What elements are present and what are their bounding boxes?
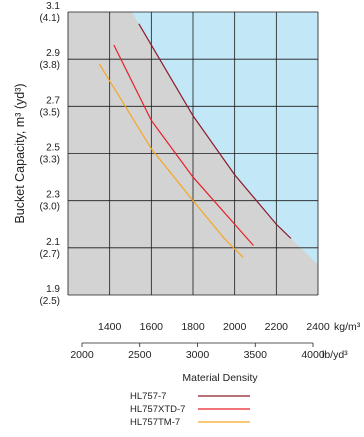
series-line-0 — [138, 23, 292, 239]
x-tick-label-metric: 2000 — [223, 321, 247, 333]
x-tick-label-metric: 1800 — [181, 321, 205, 333]
legend-label-0: HL757-7 — [130, 391, 166, 402]
legend-label-1: HL757XTD-7 — [130, 404, 185, 415]
legend-label-2: HL757TM-7 — [130, 417, 180, 428]
x-tick-label-metric: 2200 — [265, 321, 289, 333]
x-tick-label-imperial: 4000 — [301, 349, 325, 361]
y-tick-label: 2.9 — [46, 48, 60, 59]
x-axis-labels: 1400 1600 1800 2000 2200 2400 kg/m³ 2000 2500 300… — [70, 321, 360, 361]
y-tick-label: 2.7 — [46, 95, 60, 106]
x-tick-label-metric: 2400 — [306, 321, 330, 333]
x-tick-label-metric: 1600 — [140, 321, 164, 333]
x-tick-label-imperial: 3000 — [186, 349, 210, 361]
y-axis-title: Bucket Capacity, m³ (yd³) — [13, 83, 27, 223]
y-tick-sublabel: (3.5) — [39, 107, 60, 118]
y-tick-label: 2.5 — [46, 143, 60, 154]
y-tick-sublabel: (3.0) — [39, 202, 60, 213]
x-unit-metric: kg/m³ — [334, 321, 361, 333]
plot-area — [67, 11, 319, 296]
x-tick-label-imperial: 2000 — [70, 349, 94, 361]
y-tick-sublabel: (2.5) — [39, 296, 60, 307]
x-tick-label-imperial: 3500 — [244, 349, 268, 361]
series-line-2 — [98, 63, 244, 258]
y-axis-labels: 1.9(2.5) 2.1(2.7) 2.3(3.0) 2.5(3.3) 2.7(3.5)… — [39, 1, 60, 307]
y-tick-sublabel: (3.3) — [39, 155, 60, 166]
x-tick-label-metric: 1400 — [98, 321, 122, 333]
x-tick-label-imperial: 2500 — [128, 349, 152, 361]
y-tick-sublabel: (2.7) — [39, 249, 60, 260]
y-tick-label: 1.9 — [46, 284, 60, 295]
y-tick-label: 2.1 — [46, 237, 60, 248]
x-unit-imperial: lb/yd³ — [322, 349, 348, 361]
x-axis-title: Material Density — [182, 372, 258, 384]
outside-capacity-region — [131, 12, 318, 265]
legend: HL757-7 HL757XTD-7 HL757TM-7 — [130, 391, 250, 428]
y-tick-sublabel: (3.8) — [39, 60, 60, 71]
series-line-1 — [113, 44, 254, 246]
y-tick-sublabel: (4.1) — [39, 13, 60, 24]
y-tick-label: 3.1 — [46, 1, 60, 12]
y-tick-label: 2.3 — [46, 190, 60, 201]
